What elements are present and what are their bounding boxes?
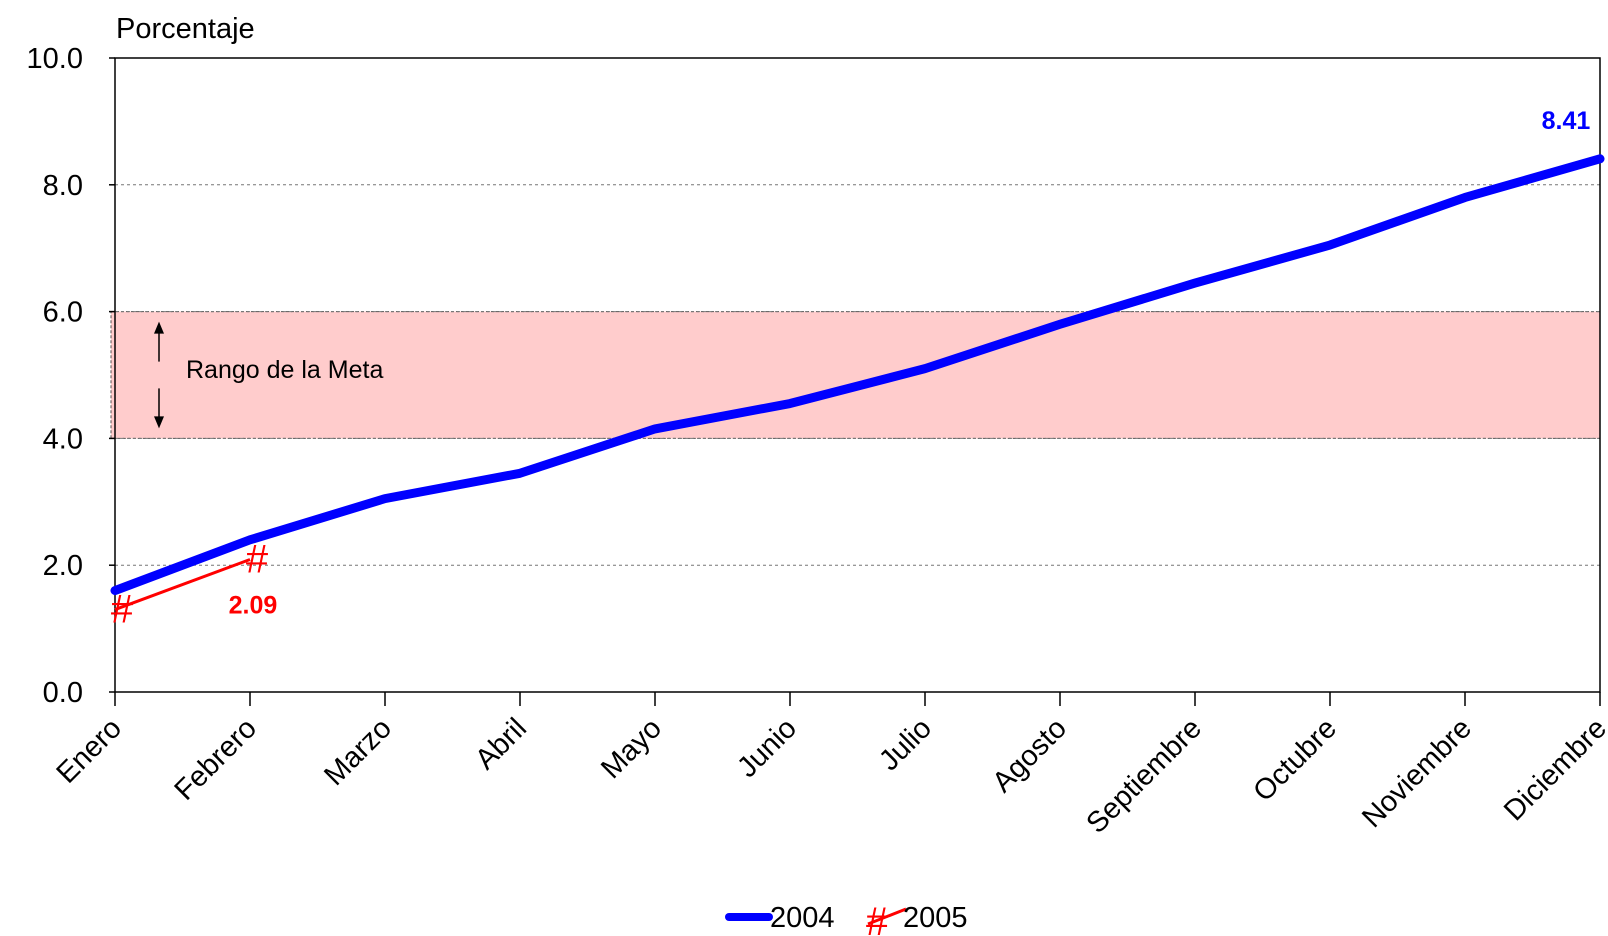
x-tick-label: Abril	[469, 712, 533, 776]
data-label-2005: 2.09	[229, 591, 278, 619]
label-layer: 8.41 2.09	[229, 107, 1591, 620]
x-tick-label: Julio	[873, 712, 938, 777]
x-tick-label: Mayo	[595, 712, 668, 785]
target-band-layer	[110, 311, 1601, 439]
legend-marker-2005: #	[866, 900, 889, 936]
data-point-2005: #	[246, 537, 269, 581]
series-layer: ##	[110, 154, 1605, 632]
target-band	[110, 311, 1601, 439]
y-tick-label: 0.0	[43, 677, 83, 709]
legend: 2004 # 2005	[725, 900, 968, 936]
y-tick-label: 6.0	[43, 297, 83, 329]
plot-frame	[114, 57, 1601, 693]
series-line-2004	[110, 154, 1605, 596]
x-tick-label: Enero	[51, 712, 128, 789]
band-arrow-down-head	[154, 416, 164, 429]
x-tick-label: Junio	[731, 712, 803, 784]
x-tick-label: Marzo	[318, 712, 398, 792]
axes-layer: 0.0 2.0 4.0 6.0 8.0 10.0 Enero Febrero Marzo Abri…	[27, 43, 1608, 840]
legend-swatch-2005	[867, 907, 907, 926]
data-point-2005: #	[111, 588, 134, 632]
series-line-2005	[114, 558, 251, 611]
gridline-layer	[115, 184, 1600, 566]
y-axis-title: Porcentaje	[116, 13, 255, 45]
y-tick-label: 4.0	[43, 423, 83, 455]
band-arrow-up-head	[154, 321, 164, 334]
x-tick-label: Septiembre	[1080, 712, 1208, 840]
x-tick-label: Febrero	[169, 712, 263, 806]
y-tick-label: 8.0	[43, 170, 83, 202]
target-band-label: Rango de la Meta	[186, 356, 383, 384]
x-tick-label: Diciembre	[1498, 712, 1608, 827]
x-tick-label: Agosto	[986, 712, 1072, 798]
x-tick-label: Noviembre	[1356, 712, 1478, 834]
y-tick-label: 2.0	[43, 550, 83, 582]
y-tick-label: 10.0	[27, 43, 83, 75]
legend-label-2005: 2005	[903, 902, 968, 934]
x-tick-label: Octubre	[1247, 712, 1343, 808]
data-label-2004: 8.41	[1542, 107, 1591, 135]
legend-label-2004: 2004	[770, 902, 835, 934]
